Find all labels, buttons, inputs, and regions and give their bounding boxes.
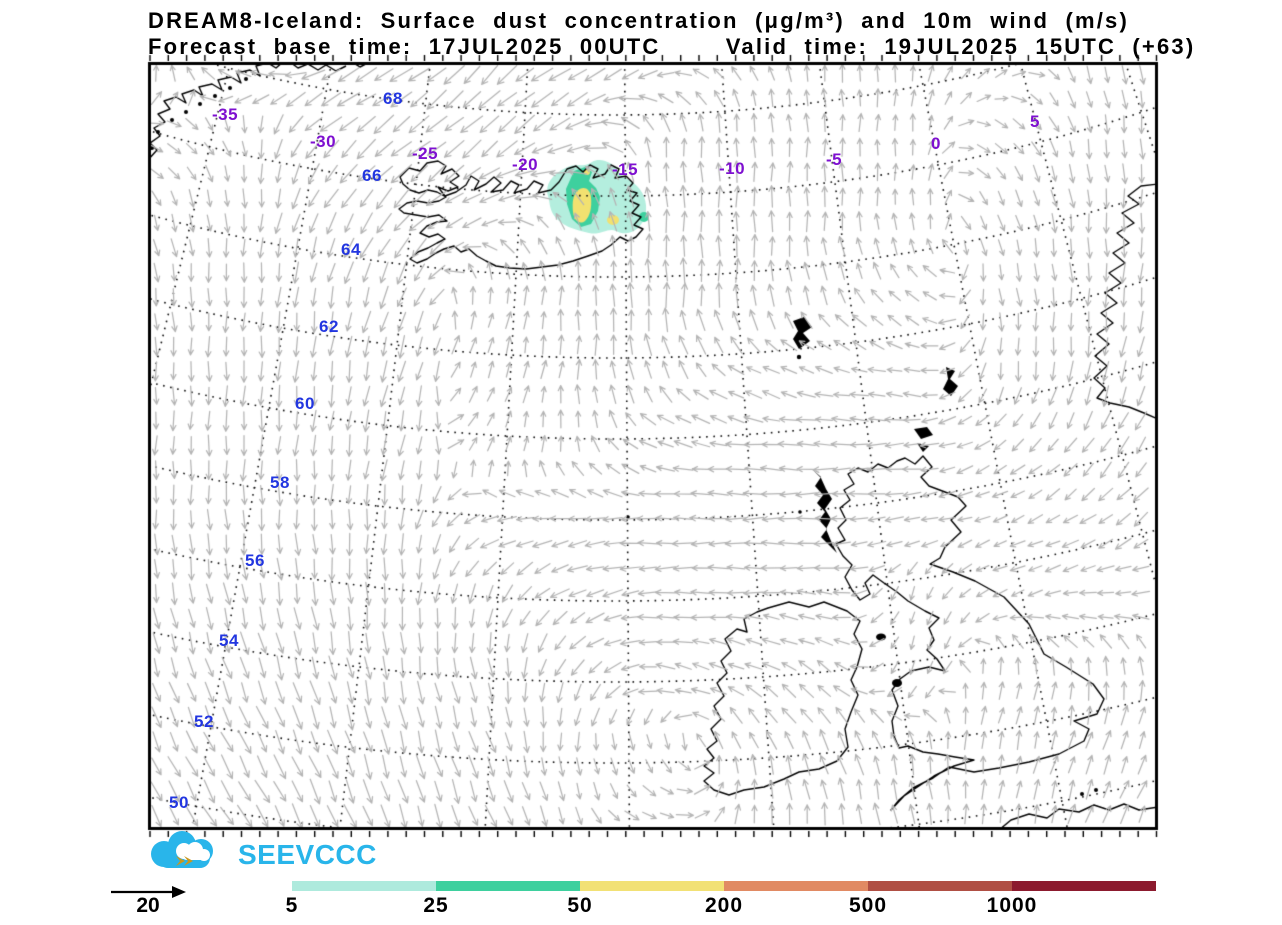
longitude-label: -30 [309, 132, 337, 151]
longitude-label: -35 [211, 105, 239, 124]
legend-color-segment [724, 881, 868, 891]
longitude-label: -20 [511, 155, 539, 174]
legend-value-label: 50 [567, 894, 593, 917]
legend-color-segment [292, 881, 436, 891]
seevccc-logo-text: SEEVCCC [238, 839, 377, 870]
legend-color-segment [868, 881, 1012, 891]
latitude-label: 50 [169, 793, 189, 812]
latitude-label: 58 [270, 473, 290, 492]
longitude-label: 5 [1030, 112, 1040, 131]
longitude-label: -25 [411, 144, 439, 163]
latitude-label: 62 [319, 317, 339, 336]
legend-value-label: 5 [285, 894, 299, 917]
seevccc-logo-icon [151, 831, 213, 868]
legend-color-segment [436, 881, 580, 891]
legend-value-label: 1000 [986, 894, 1038, 917]
legend-color-segment [580, 881, 724, 891]
longitude-label: -5 [825, 150, 843, 169]
legend-value-label: 25 [423, 894, 449, 917]
legend-color-segment [1012, 881, 1156, 891]
dust-colorbar [292, 881, 1156, 891]
longitude-label: -15 [611, 160, 639, 179]
wind-scale-arrow-icon [111, 886, 186, 898]
legend-value-label: 500 [848, 894, 888, 917]
latitude-label: 64 [341, 240, 361, 259]
wind-scale-value: 20 [136, 894, 160, 917]
longitude-label: -10 [718, 159, 746, 178]
longitude-label: 0 [931, 134, 941, 153]
latitude-label: 56 [245, 551, 265, 570]
latitude-label: 60 [295, 394, 315, 413]
latitude-label: 54 [219, 631, 239, 650]
legend-value-label: 200 [704, 894, 744, 917]
latitude-label: 52 [194, 712, 214, 731]
latitude-label: 68 [383, 89, 403, 108]
latitude-label: 66 [362, 166, 382, 185]
